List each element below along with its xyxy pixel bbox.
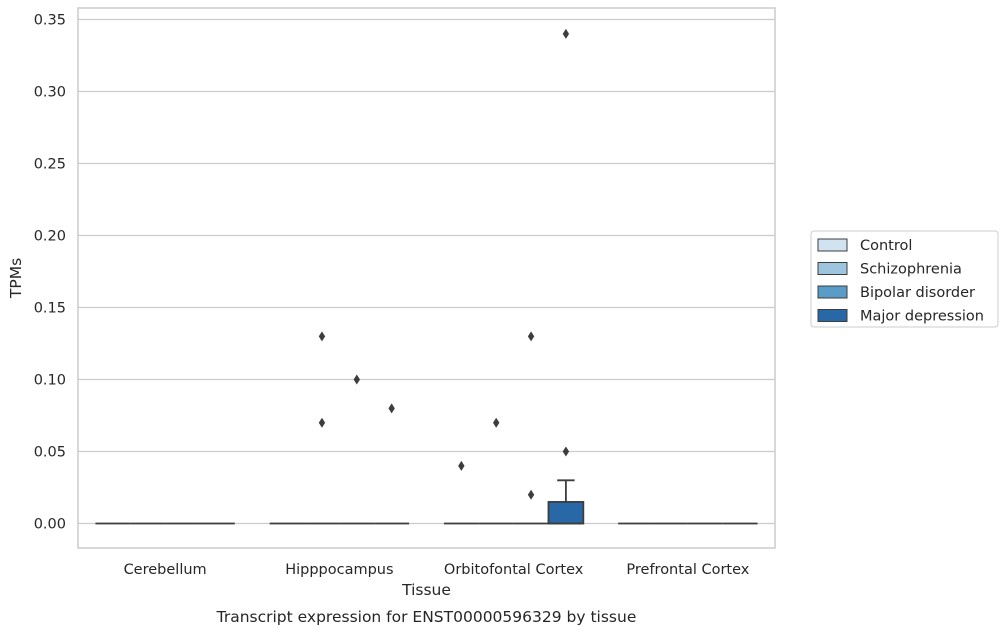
outlier-points bbox=[318, 28, 570, 500]
legend-swatch bbox=[817, 309, 848, 322]
legend-label: Bipolar disorder bbox=[860, 285, 975, 301]
legend: Control Schizophrenia Bipolar disorder Majo… bbox=[810, 230, 999, 328]
y-tick-label: 0.05 bbox=[34, 445, 66, 461]
box-major-depression bbox=[547, 479, 585, 525]
x-axis-ticks: Cerebellum Hipppocampus Orbitofontal Corte… bbox=[124, 562, 750, 578]
y-axis-title: TPMs bbox=[7, 258, 25, 299]
legend-swatch bbox=[817, 285, 848, 299]
y-tick-label: 0.25 bbox=[34, 157, 66, 173]
legend-label: Control bbox=[860, 238, 912, 254]
y-tick-label: 0.20 bbox=[34, 229, 66, 245]
box-plot-area bbox=[95, 479, 758, 525]
outlier-point bbox=[388, 403, 395, 414]
legend-frame bbox=[810, 230, 999, 328]
chart-caption: Transcript expression for ENST0000059632… bbox=[216, 608, 637, 626]
plot-frame bbox=[77, 7, 776, 549]
outlier-point bbox=[562, 446, 570, 457]
x-tick-label: Prefrontal Cortex bbox=[626, 562, 749, 578]
y-tick-label: 0.00 bbox=[34, 517, 66, 533]
grid-lines bbox=[78, 18, 775, 525]
outlier-point bbox=[318, 331, 326, 342]
legend-swatch bbox=[817, 262, 848, 275]
x-tick-label: Orbitofontal Cortex bbox=[444, 562, 584, 578]
y-tick-label: 0.15 bbox=[34, 301, 66, 317]
legend-label: Major depression bbox=[860, 309, 984, 325]
x-axis-title: Tissue bbox=[401, 581, 451, 599]
y-axis-ticks: 0.00 0.05 0.10 0.15 0.20 0.25 0.30 0.35 bbox=[34, 13, 66, 533]
outlier-point bbox=[493, 417, 500, 428]
legend-label: Schizophrenia bbox=[860, 262, 962, 278]
box-body bbox=[547, 501, 585, 525]
outlier-point bbox=[527, 489, 535, 500]
outlier-point bbox=[458, 460, 465, 471]
legend-swatch bbox=[817, 238, 848, 252]
y-tick-label: 0.10 bbox=[34, 373, 66, 389]
outlier-point bbox=[562, 28, 570, 39]
x-tick-label: Cerebellum bbox=[124, 562, 207, 578]
outlier-point bbox=[318, 417, 326, 428]
x-tick-label: Hipppocampus bbox=[285, 562, 393, 578]
y-tick-label: 0.35 bbox=[34, 13, 66, 29]
y-tick-label: 0.30 bbox=[34, 85, 66, 101]
outlier-point bbox=[527, 331, 535, 342]
outlier-point bbox=[353, 374, 360, 385]
